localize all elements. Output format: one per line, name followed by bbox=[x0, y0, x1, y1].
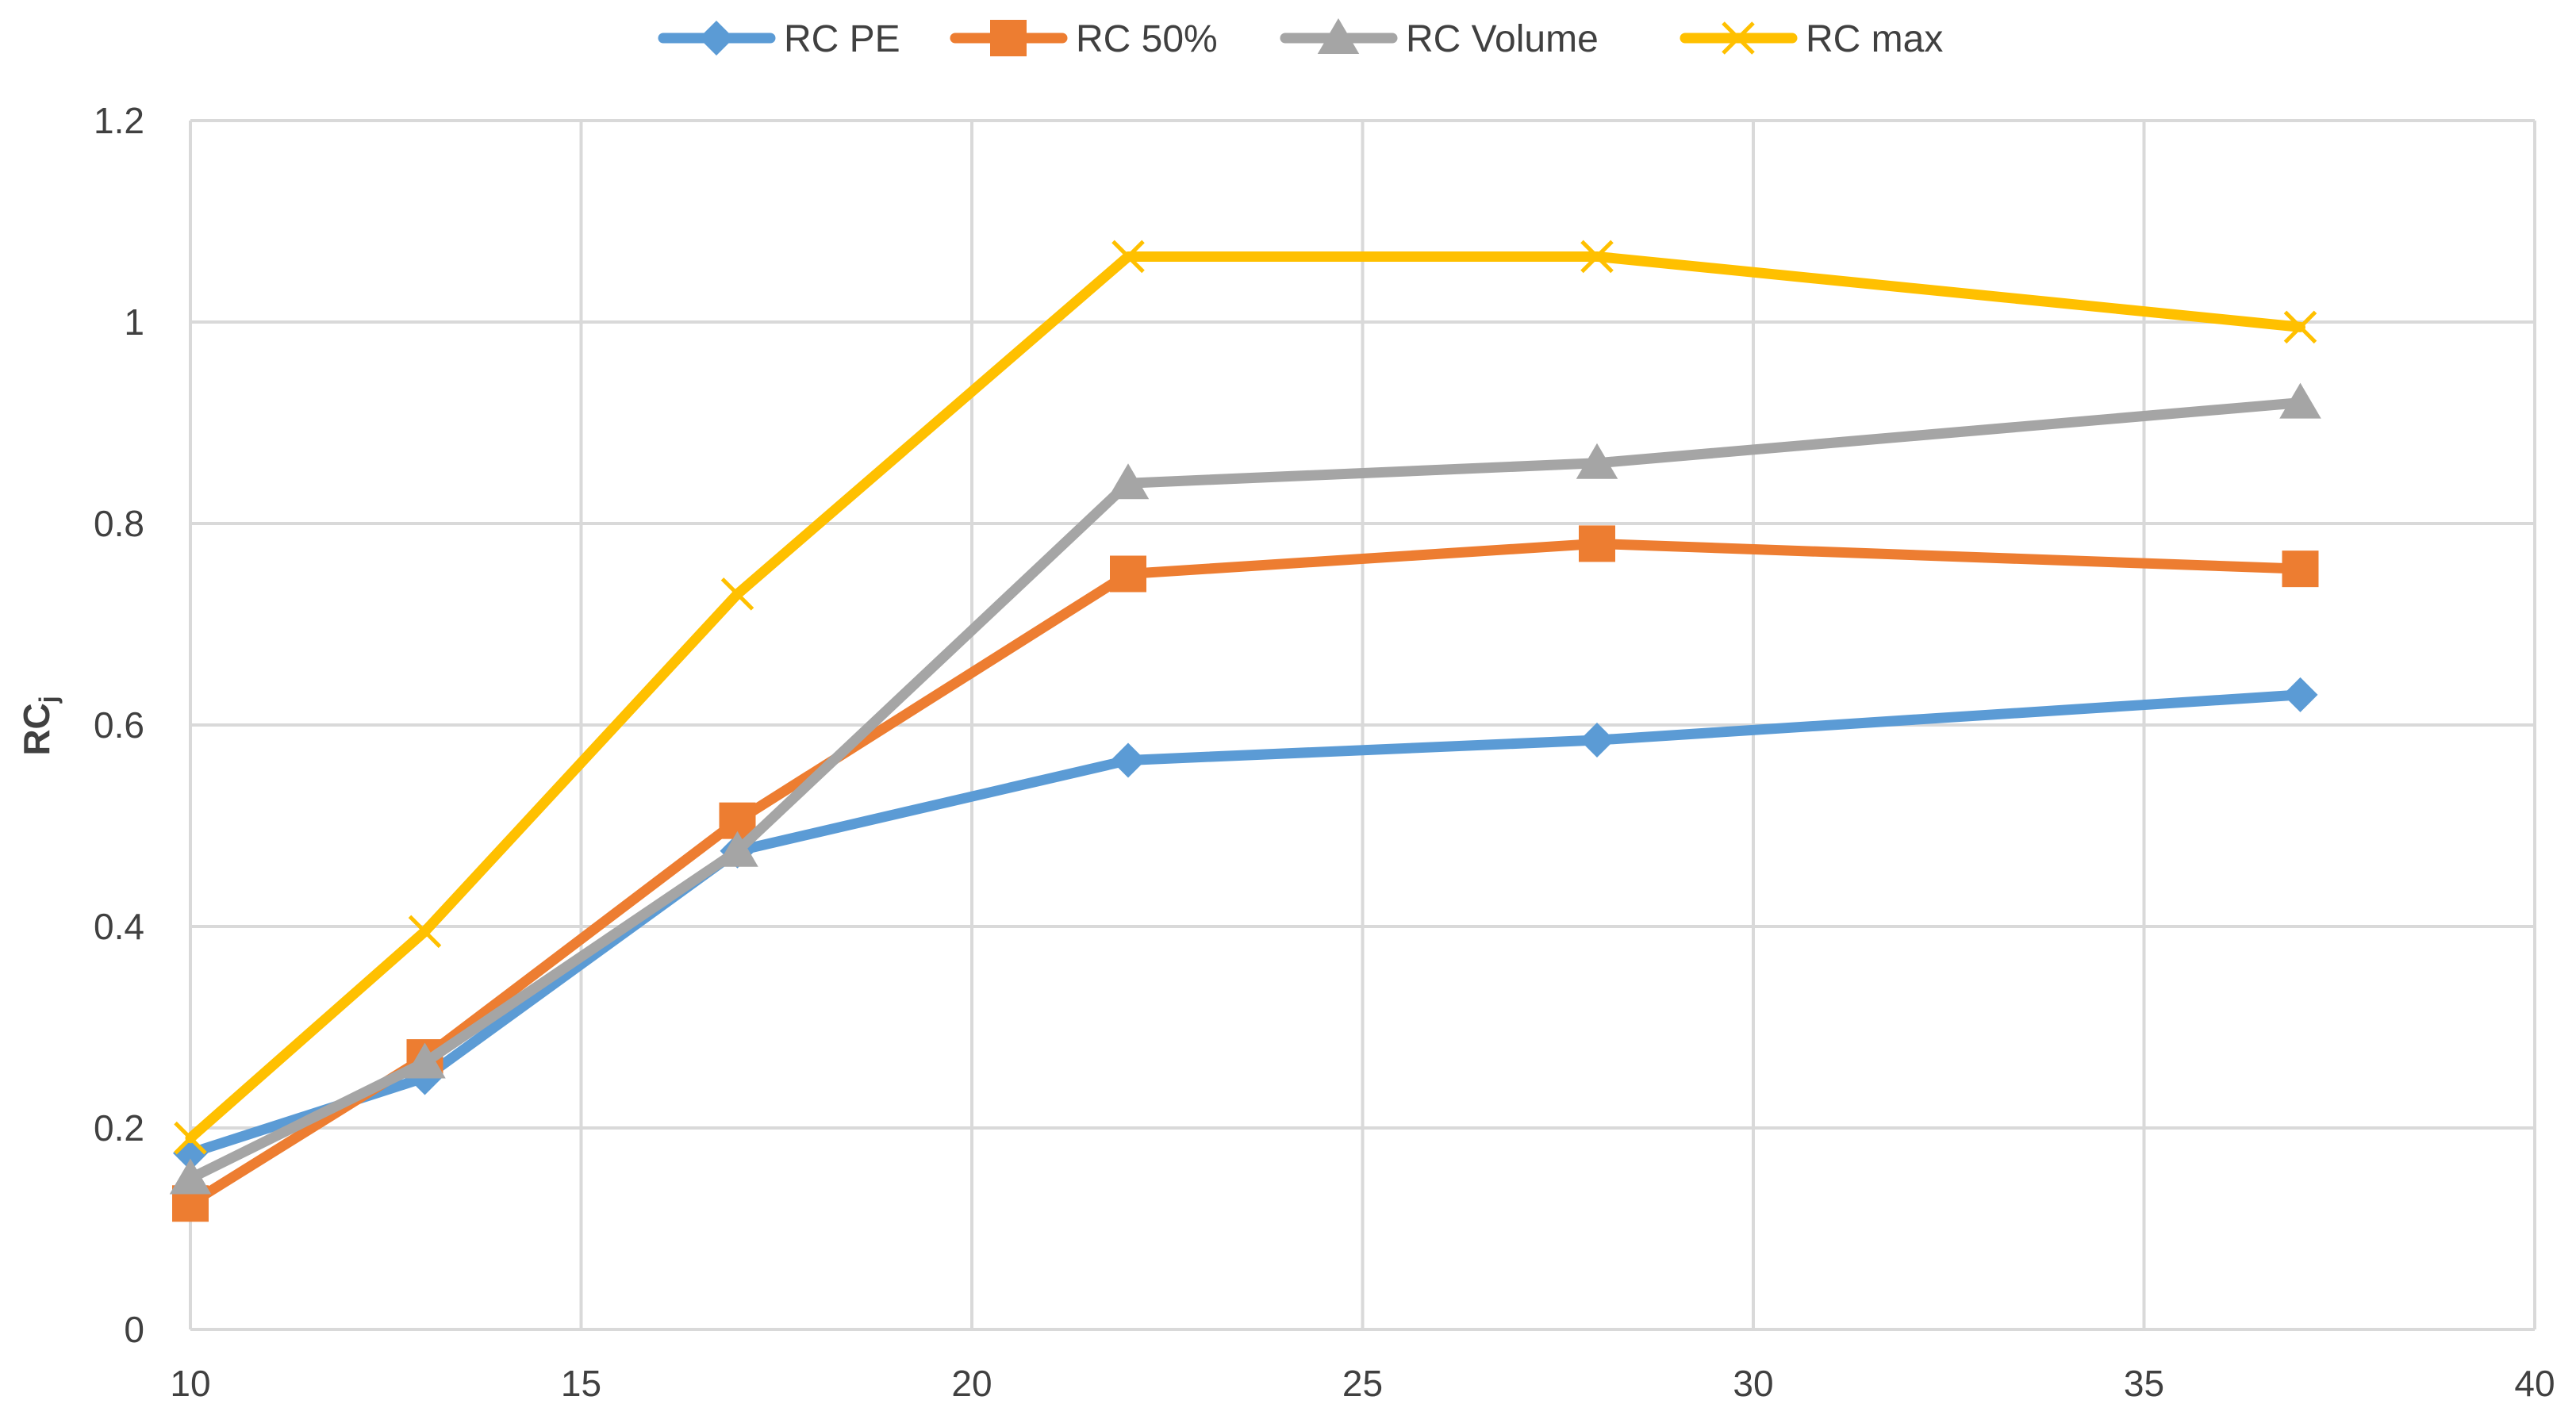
data-point-marker bbox=[2282, 550, 2319, 588]
data-point-marker bbox=[1580, 240, 1614, 274]
data-point-marker bbox=[1111, 742, 1146, 778]
data-point-marker bbox=[699, 21, 734, 56]
data-point-marker bbox=[1576, 443, 1618, 479]
y-axis-title-main: RC bbox=[16, 703, 57, 755]
series-line bbox=[185, 689, 2305, 1159]
x-tick-label: 10 bbox=[170, 1363, 210, 1404]
y-tick-label: 1 bbox=[124, 301, 144, 343]
data-point-marker bbox=[716, 830, 758, 867]
x-axis-tick-labels: 10 15 20 25 30 35 40 bbox=[170, 1363, 2555, 1404]
legend-item: RC PE bbox=[658, 18, 900, 60]
y-tick-label: 1.2 bbox=[94, 100, 144, 141]
legend-item: RC max bbox=[1680, 18, 1943, 60]
y-axis-title: RCj bbox=[16, 696, 63, 755]
data-point-marker bbox=[404, 1042, 446, 1079]
data-point-marker bbox=[1111, 240, 1145, 274]
data-point-marker bbox=[2283, 310, 2317, 344]
x-tick-label: 30 bbox=[1733, 1363, 1773, 1404]
legend: RC PE RC 50% RC Volume RC max bbox=[658, 18, 1943, 60]
data-point-marker bbox=[169, 1158, 212, 1195]
data-point-marker bbox=[1107, 463, 1150, 500]
gridlines bbox=[189, 119, 2536, 1331]
legend-label: RC 50% bbox=[1076, 18, 1218, 60]
y-tick-label: 0.2 bbox=[94, 1107, 144, 1149]
legend-label: RC max bbox=[1806, 18, 1943, 60]
data-point-marker bbox=[1580, 723, 1614, 758]
series-rc-max bbox=[174, 240, 2317, 1155]
series-line bbox=[185, 397, 2305, 1183]
series-line bbox=[185, 538, 2305, 1209]
legend-item: RC 50% bbox=[950, 18, 1218, 60]
series-line bbox=[185, 251, 2305, 1144]
data-point-marker bbox=[1722, 21, 1755, 55]
x-tick-label: 20 bbox=[951, 1363, 992, 1404]
x-tick-label: 40 bbox=[2514, 1363, 2555, 1404]
y-axis-title-subscript: j bbox=[34, 696, 63, 704]
series-rc-volume bbox=[169, 382, 2321, 1195]
data-point-marker bbox=[2282, 677, 2318, 712]
y-tick-label: 0.4 bbox=[94, 906, 144, 947]
x-tick-label: 15 bbox=[561, 1363, 601, 1404]
y-tick-label: 0 bbox=[124, 1309, 144, 1350]
legend-item: RC Volume bbox=[1280, 18, 1599, 60]
y-axis-tick-labels: 0 0.2 0.4 0.6 0.8 1 1.2 bbox=[94, 100, 144, 1350]
x-tick-label: 25 bbox=[1342, 1363, 1383, 1404]
data-point-marker bbox=[408, 915, 442, 949]
data-point-marker bbox=[990, 20, 1027, 56]
data-point-marker bbox=[174, 1121, 207, 1155]
legend-label: RC PE bbox=[784, 18, 900, 60]
data-point-marker bbox=[1110, 555, 1146, 593]
data-point-marker bbox=[1317, 18, 1360, 54]
data-point-marker bbox=[2279, 382, 2321, 419]
data-point-marker bbox=[720, 577, 754, 611]
y-tick-label: 0.6 bbox=[94, 704, 144, 746]
x-tick-label: 35 bbox=[2124, 1363, 2164, 1404]
series-group bbox=[169, 240, 2321, 1222]
series-rc-pe bbox=[173, 677, 2318, 1171]
series-rc-50 bbox=[172, 525, 2319, 1222]
legend-label: RC Volume bbox=[1406, 18, 1599, 60]
y-tick-label: 0.8 bbox=[94, 503, 144, 544]
data-point-marker bbox=[1579, 525, 1615, 562]
